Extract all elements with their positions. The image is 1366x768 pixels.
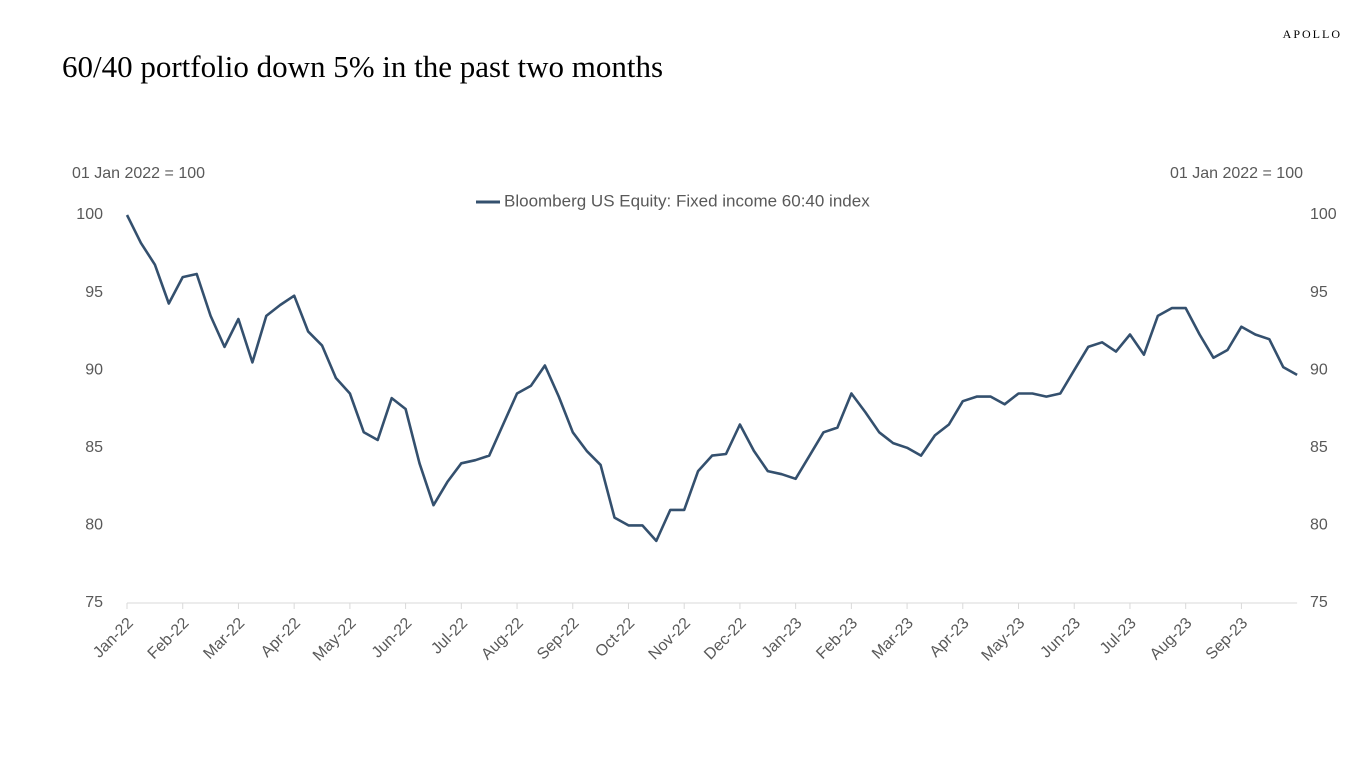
y2-tick-label: 80 — [1310, 517, 1328, 534]
x-tick-label: Apr-22 — [258, 615, 304, 661]
x-tick-label: Jul-23 — [1097, 615, 1140, 658]
y2-tick-label: 90 — [1310, 361, 1328, 378]
y-tick-label: 95 — [85, 284, 103, 301]
y2-tick-label: 75 — [1310, 594, 1328, 611]
chart-title: 60/40 portfolio down 5% in the past two … — [62, 49, 663, 84]
x-tick-label: Jun-23 — [1037, 615, 1084, 662]
x-tick-label: Jun-22 — [369, 615, 416, 662]
y2-axis-label: 01 Jan 2022 = 100 — [1170, 165, 1303, 182]
y-tick-label: 100 — [76, 206, 103, 223]
x-tick-label: Nov-22 — [646, 615, 695, 664]
brand: APOLLO — [1283, 27, 1342, 41]
x-tick-label: Aug-23 — [1147, 615, 1196, 664]
x-tick-label: Sep-22 — [534, 615, 583, 664]
x-tick-label: Mar-22 — [200, 615, 248, 663]
x-tick-label: Apr-23 — [927, 615, 973, 661]
legend-label: Bloomberg US Equity: Fixed income 60:40 … — [504, 191, 870, 210]
y-tick-label: 80 — [85, 517, 103, 534]
x-tick-label: May-23 — [979, 615, 1029, 665]
y2-tick-label: 95 — [1310, 284, 1328, 301]
y2-tick-label: 100 — [1310, 206, 1337, 223]
x-tick-label: Oct-22 — [592, 615, 638, 661]
x-tick-label: Mar-23 — [869, 615, 917, 663]
y-tick-label: 85 — [85, 439, 103, 456]
x-tick-label: May-22 — [310, 615, 360, 665]
x-tick-label: Feb-23 — [813, 615, 861, 663]
series-line — [125, 214, 1298, 543]
y-tick-label: 90 — [85, 361, 103, 378]
y2-tick-label: 85 — [1310, 439, 1328, 456]
x-tick-label: Aug-22 — [478, 615, 527, 664]
y-axis-label: 01 Jan 2022 = 100 — [72, 165, 205, 182]
x-tick-label: Dec-22 — [701, 615, 750, 664]
x-tick-label: Jan-22 — [90, 615, 137, 662]
x-tick-label: Sep-23 — [1203, 615, 1252, 664]
x-tick-label: Feb-22 — [145, 615, 193, 663]
x-tick-label: Jul-22 — [428, 615, 471, 658]
x-tick-label: Jan-23 — [759, 615, 806, 662]
y-tick-label: 75 — [85, 594, 103, 611]
